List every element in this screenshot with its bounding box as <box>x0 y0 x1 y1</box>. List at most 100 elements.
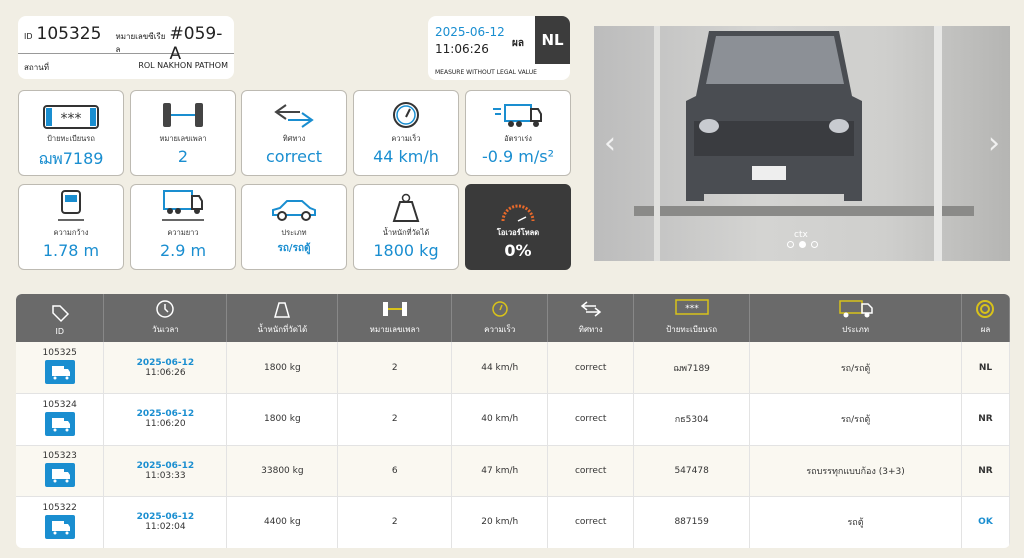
previous-photo-chevron-icon[interactable]: ‹ <box>604 126 616 161</box>
tile-value: ฌพ7189 <box>38 149 104 168</box>
weight-cell: 33800 kg <box>226 445 339 497</box>
carousel-dot[interactable] <box>787 241 794 248</box>
carousel-dot-active[interactable] <box>799 241 806 248</box>
column-header-label: ผล <box>980 325 991 334</box>
truck-length-icon <box>131 185 235 225</box>
measure-card: 2025-06-12 11:06:26 ผล NL MEASURE WITHOU… <box>428 16 570 80</box>
column-header[interactable]: ความเร็ว <box>451 294 549 342</box>
column-header[interactable]: *** ป้ายทะเบียนรถ <box>633 294 751 342</box>
target-icon <box>962 299 1009 319</box>
column-header[interactable]: วันเวลา <box>103 294 228 342</box>
tile-value: -0.9 m/s² <box>481 147 555 166</box>
svg-text:***: *** <box>685 304 699 314</box>
speed-cell: 40 km/h <box>451 393 549 446</box>
row-date-link[interactable]: 2025-06-12 <box>136 357 195 368</box>
result-cell: OK <box>961 496 1010 548</box>
column-header-label: ป้ายทะเบียนรถ <box>666 325 718 334</box>
direction-arrows-icon <box>242 91 346 131</box>
row-id: 105322 <box>42 502 77 513</box>
tile-axle: หมายเลขเพลา 2 <box>130 90 236 176</box>
table-row[interactable]: 105322 2025-06-12 11:02:04 4400 kg 2 20 k… <box>16 496 1010 548</box>
truck-detail-button[interactable] <box>44 411 75 436</box>
location-label: สถานที่ <box>24 63 49 72</box>
axles-cell: 6 <box>337 445 453 497</box>
location-value: ROL NAKHON PATHOM <box>138 61 228 70</box>
tile-weight: น้ำหนักที่วัดได้ 1800 kg <box>353 184 459 270</box>
row-date-link[interactable]: 2025-06-12 <box>136 409 195 420</box>
row-time: 11:06:20 <box>145 419 186 430</box>
row-id: 105324 <box>42 399 77 410</box>
vehicle-photo-carousel[interactable]: ‹ › ctx <box>594 26 1010 261</box>
truck-icon <box>51 417 70 432</box>
weight-cell: 1800 kg <box>226 342 339 394</box>
datetime-cell: 2025-06-12 11:03:33 <box>103 445 228 497</box>
row-time: 11:02:04 <box>145 522 186 533</box>
row-date-link[interactable]: 2025-06-12 <box>136 460 195 471</box>
id-cell: 105322 <box>16 496 105 548</box>
truck-detail-button[interactable] <box>44 463 75 488</box>
measure-time: 11:06:26 <box>435 42 489 56</box>
datetime-cell: 2025-06-12 11:06:20 <box>103 393 228 446</box>
column-header-label: หมายเลขเพลา <box>369 325 420 334</box>
column-header[interactable]: หมายเลขเพลา <box>337 294 453 342</box>
table-row[interactable]: 105324 2025-06-12 11:06:20 1800 kg 2 40 k… <box>16 393 1010 446</box>
row-id: 105323 <box>42 451 77 462</box>
column-header[interactable]: ทิศทาง <box>547 294 635 342</box>
svg-text:***: *** <box>61 111 82 127</box>
axle-icon <box>131 91 235 131</box>
column-header[interactable]: ประเภท <box>749 294 962 342</box>
type-cell: รถ/รถตู้ <box>749 393 962 446</box>
clock-icon <box>104 299 226 319</box>
carousel-dot[interactable] <box>811 241 818 248</box>
tile-value: 2 <box>177 147 189 166</box>
weight-icon <box>227 299 337 319</box>
tag-icon <box>16 303 103 323</box>
overload-gauge-icon <box>466 185 570 225</box>
row-date-link[interactable]: 2025-06-12 <box>136 512 195 523</box>
car-icon <box>242 185 346 225</box>
result-badge: NL <box>535 16 570 64</box>
weight-icon <box>354 185 458 225</box>
record-id: 105325 <box>36 24 102 44</box>
next-photo-chevron-icon[interactable]: › <box>988 126 1000 161</box>
column-header-label: ประเภท <box>842 325 870 334</box>
plate-cell: กธ5304 <box>633 393 751 446</box>
tile-value: 1800 kg <box>373 241 439 260</box>
tile-label: ทิศทาง <box>282 134 306 143</box>
plate-cell: 547478 <box>633 445 751 497</box>
id-label: ID <box>24 32 33 41</box>
accelerating-truck-icon <box>466 91 570 131</box>
truck-detail-button[interactable] <box>44 514 75 539</box>
tile-truck-width: ความกว้าง 1.78 m <box>18 184 124 270</box>
direction-cell: correct <box>547 445 635 497</box>
legal-note: MEASURE WITHOUT LEGAL VALUE <box>435 69 537 76</box>
column-header-label: ทิศทาง <box>578 325 603 334</box>
measure-date: 2025-06-12 <box>435 25 505 39</box>
result-cell: NR <box>961 393 1010 446</box>
tile-label: ความยาว <box>167 228 199 237</box>
speed-cell: 20 km/h <box>451 496 549 548</box>
weight-cell: 1800 kg <box>226 393 339 446</box>
column-header[interactable]: ID <box>16 294 105 342</box>
id-cell: 105324 <box>16 393 105 446</box>
tile-value: รถ/รถตู้ <box>277 243 311 254</box>
carousel-dots <box>787 241 818 248</box>
tile-car: ประเภท รถ/รถตู้ <box>241 184 347 270</box>
column-header[interactable]: น้ำหนักที่วัดได้ <box>226 294 339 342</box>
column-header-label: วันเวลา <box>152 325 179 334</box>
record-header-card: ID 105325 หมายเลขซีเรียล #059-A สถานที่ … <box>18 16 234 79</box>
tile-value: 0% <box>504 241 532 260</box>
truck-detail-button[interactable] <box>44 360 75 384</box>
column-header[interactable]: ผล <box>961 294 1010 342</box>
table-row[interactable]: 105325 2025-06-12 11:06:26 1800 kg 2 44 k… <box>16 342 1010 394</box>
column-header-label: น้ำหนักที่วัดได้ <box>257 325 308 334</box>
direction-arrows-icon <box>548 299 633 319</box>
truck-icon <box>51 469 70 483</box>
weight-cell: 4400 kg <box>226 496 339 548</box>
speedometer-icon <box>354 91 458 131</box>
plate-cell: 887159 <box>633 496 751 548</box>
tile-direction-arrows: ทิศทาง correct <box>241 90 347 176</box>
tile-label: โอเวอร์โหลด <box>496 228 540 237</box>
tile-label: น้ำหนักที่วัดได้ <box>382 228 430 237</box>
table-row[interactable]: 105323 2025-06-12 11:03:33 33800 kg 6 47 … <box>16 445 1010 497</box>
